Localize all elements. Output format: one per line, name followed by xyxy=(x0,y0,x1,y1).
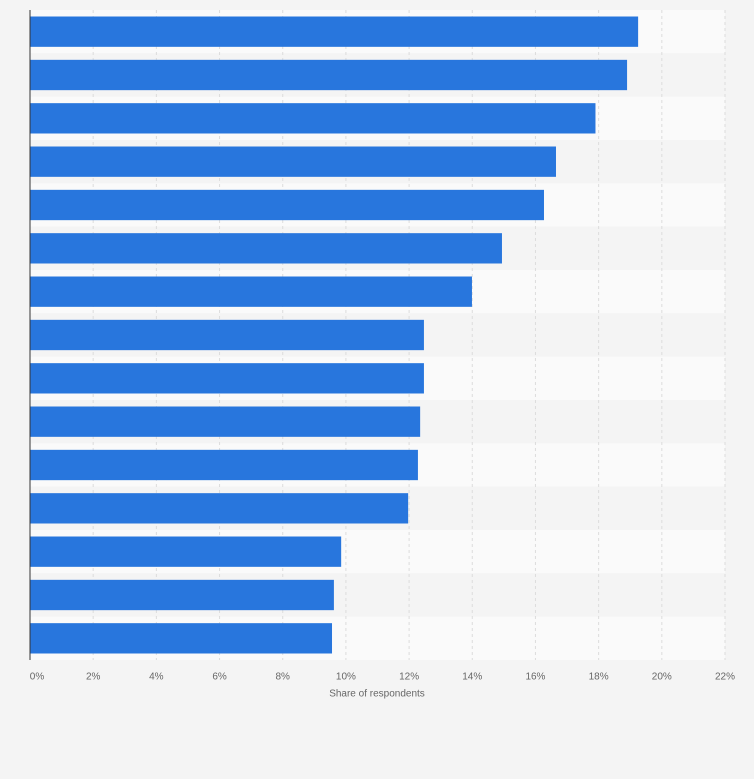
bar xyxy=(30,16,639,47)
x-tick-label: 2% xyxy=(86,672,101,683)
bar xyxy=(30,493,409,524)
bar xyxy=(30,319,424,351)
x-tick-label: 6% xyxy=(212,672,227,683)
x-tick-label: 14% xyxy=(462,672,482,683)
x-tick-label: 18% xyxy=(589,672,609,683)
x-tick-label: 16% xyxy=(525,672,545,683)
x-tick-label: 12% xyxy=(399,672,419,683)
x-tick-label: 0% xyxy=(30,672,45,683)
bar xyxy=(30,536,342,567)
bar xyxy=(30,103,596,134)
x-tick-label: 4% xyxy=(149,672,164,683)
bar xyxy=(30,406,421,437)
bar xyxy=(30,363,424,394)
bar xyxy=(30,579,334,611)
x-tick-label: 22% xyxy=(715,672,735,683)
bar xyxy=(30,449,418,481)
bar xyxy=(30,146,556,177)
bar xyxy=(30,623,333,654)
x-axis-label: Share of respondents xyxy=(329,689,425,700)
x-tick-label: 10% xyxy=(336,672,356,683)
x-tick-label: 20% xyxy=(652,672,672,683)
bar xyxy=(30,233,502,264)
x-tick-label: 8% xyxy=(276,672,291,683)
bar xyxy=(30,59,628,91)
bar xyxy=(30,189,544,221)
bar xyxy=(30,276,472,307)
